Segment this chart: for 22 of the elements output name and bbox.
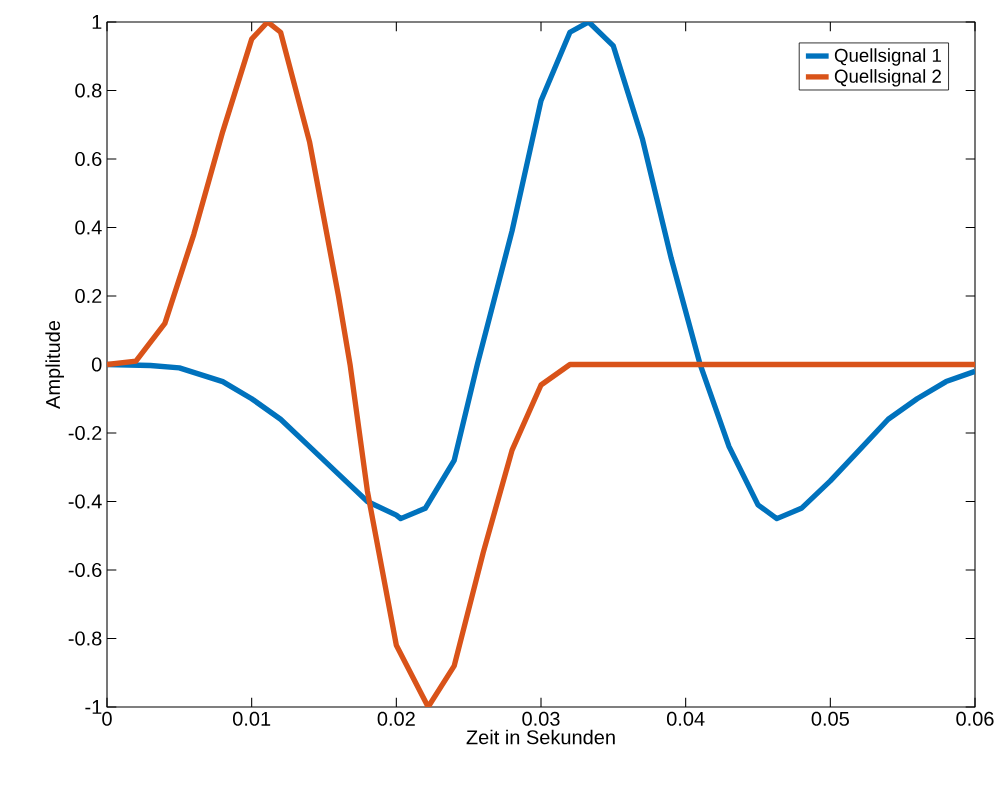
y-tick-label: -0.6 bbox=[68, 562, 102, 578]
legend-label: Quellsignal 1 bbox=[834, 48, 941, 66]
y-tick-label: -0.4 bbox=[68, 494, 102, 509]
x-tick-label: 0.03 bbox=[522, 711, 560, 726]
legend-label: Quellsignal 2 bbox=[834, 69, 941, 87]
y-tick-label: -1 bbox=[85, 700, 102, 714]
x-tick-label: 0.04 bbox=[666, 711, 705, 726]
y-tick-label: 0.8 bbox=[75, 83, 102, 98]
y-tick-label: -0.2 bbox=[68, 425, 102, 441]
y-tick-label: 0.4 bbox=[75, 220, 102, 235]
x-tick-label: 0.02 bbox=[377, 711, 415, 726]
y-tick-label: 0 bbox=[91, 357, 102, 372]
x-tick-label: 0 bbox=[102, 711, 112, 726]
x-tick-label: 0.05 bbox=[811, 711, 849, 726]
x-axis-title: Zeit in Sekunden bbox=[466, 729, 615, 745]
x-tick-label: 0.01 bbox=[232, 711, 271, 726]
y-tick-label: 0.2 bbox=[75, 288, 102, 304]
y-tick-label: -0.8 bbox=[68, 631, 102, 646]
y-axis-title: Amplitude bbox=[45, 320, 64, 409]
y-tick-label: 1 bbox=[92, 15, 102, 29]
y-tick-label: 0.6 bbox=[75, 151, 102, 167]
x-tick-label: 0.06 bbox=[956, 711, 994, 726]
